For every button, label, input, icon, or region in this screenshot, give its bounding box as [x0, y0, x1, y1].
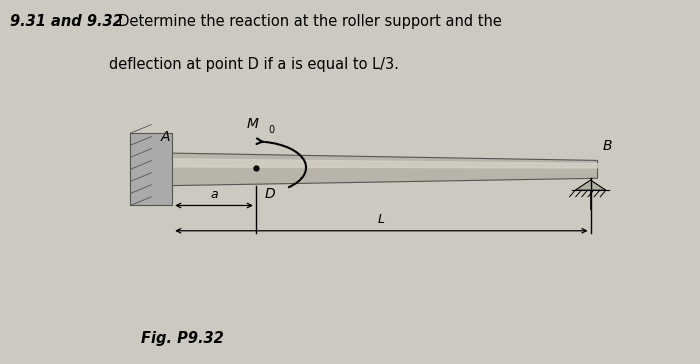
Text: deflection at point D if a is equal to L/3.: deflection at point D if a is equal to L…: [109, 58, 399, 72]
Text: 9.31 and 9.32: 9.31 and 9.32: [10, 14, 123, 29]
Text: A: A: [160, 130, 170, 144]
Polygon shape: [575, 180, 606, 190]
Text: M: M: [246, 117, 258, 131]
Text: a: a: [210, 188, 218, 201]
Text: Fig. P9.32: Fig. P9.32: [141, 331, 223, 347]
Text: L: L: [378, 213, 385, 226]
Text: 0: 0: [268, 126, 274, 135]
Polygon shape: [172, 159, 598, 168]
Text: Determine the reaction at the roller support and the: Determine the reaction at the roller sup…: [109, 14, 503, 29]
Bar: [130, 133, 172, 206]
Polygon shape: [172, 153, 598, 186]
Text: B: B: [603, 139, 612, 153]
Text: D: D: [265, 187, 276, 201]
